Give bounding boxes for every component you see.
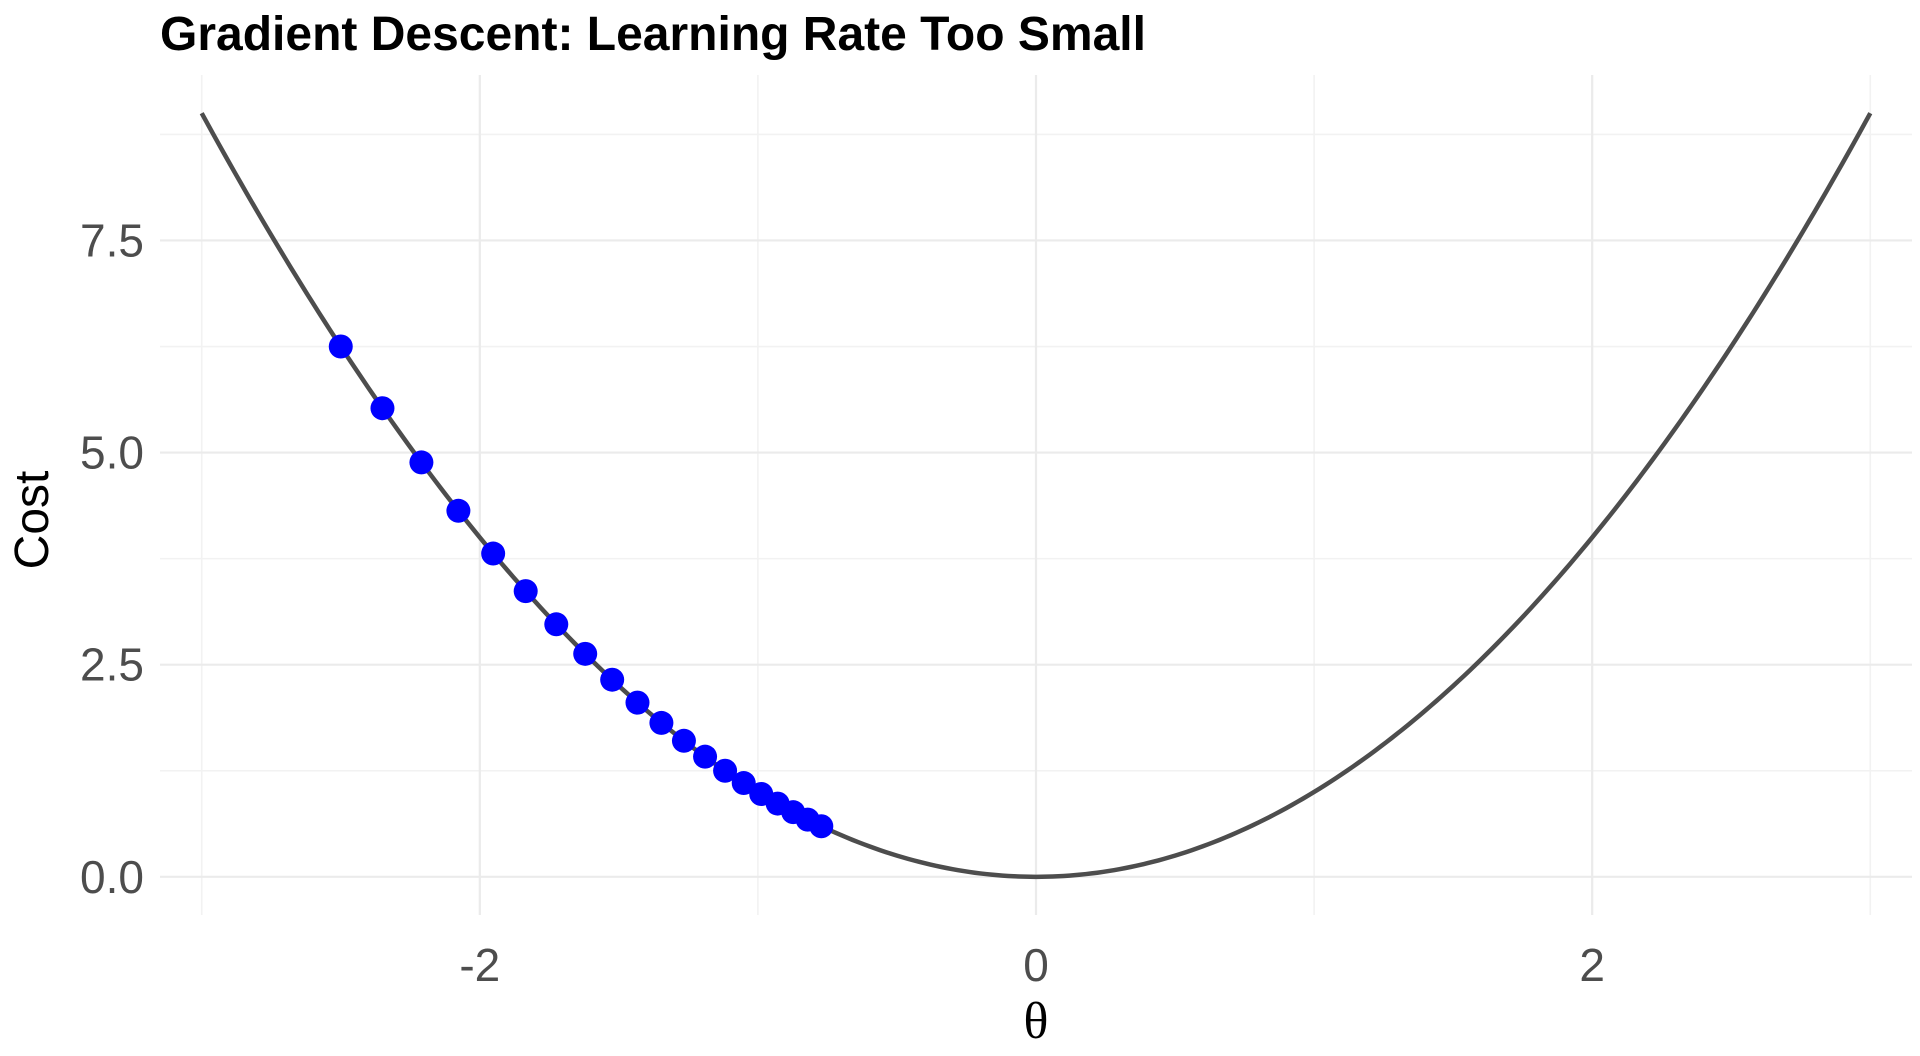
y-tick-label: 5.0 [80,427,144,479]
y-tick-label: 7.5 [80,214,144,266]
gradient-step-point [731,771,756,796]
y-axis-label: Cost [6,471,59,570]
gradient-step-point [409,450,434,475]
gradient-descent-points [328,334,834,839]
gradient-step-point [809,814,834,839]
gradient-step-point [328,334,353,359]
x-tick-label: 0 [1023,939,1049,991]
y-axis-ticks: 0.0 2.5 5.0 7.5 [80,214,144,902]
gradient-step-point [600,667,625,692]
gradient-step-point [573,641,598,666]
chart-title: Gradient Descent: Learning Rate Too Smal… [160,8,1146,61]
y-tick-label: 2.5 [80,639,144,691]
x-axis-ticks: -2 0 2 [459,939,1605,991]
gradient-step-point [544,612,569,637]
gradient-step-point [370,396,395,421]
grid-lines [160,75,1912,915]
gradient-step-point [513,579,538,604]
x-axis-label: θ [1024,993,1049,1050]
x-tick-label: 2 [1579,939,1605,991]
gradient-step-point [693,744,718,769]
gradient-step-point [713,758,738,783]
gradient-step-point [671,728,696,753]
y-tick-label: 0.0 [80,851,144,903]
gradient-step-point [481,541,506,566]
gradient-step-point [649,710,674,735]
cost-curve [199,112,1873,880]
gradient-step-point [446,498,471,523]
x-tick-label: -2 [459,939,500,991]
gradient-step-point [625,690,650,715]
